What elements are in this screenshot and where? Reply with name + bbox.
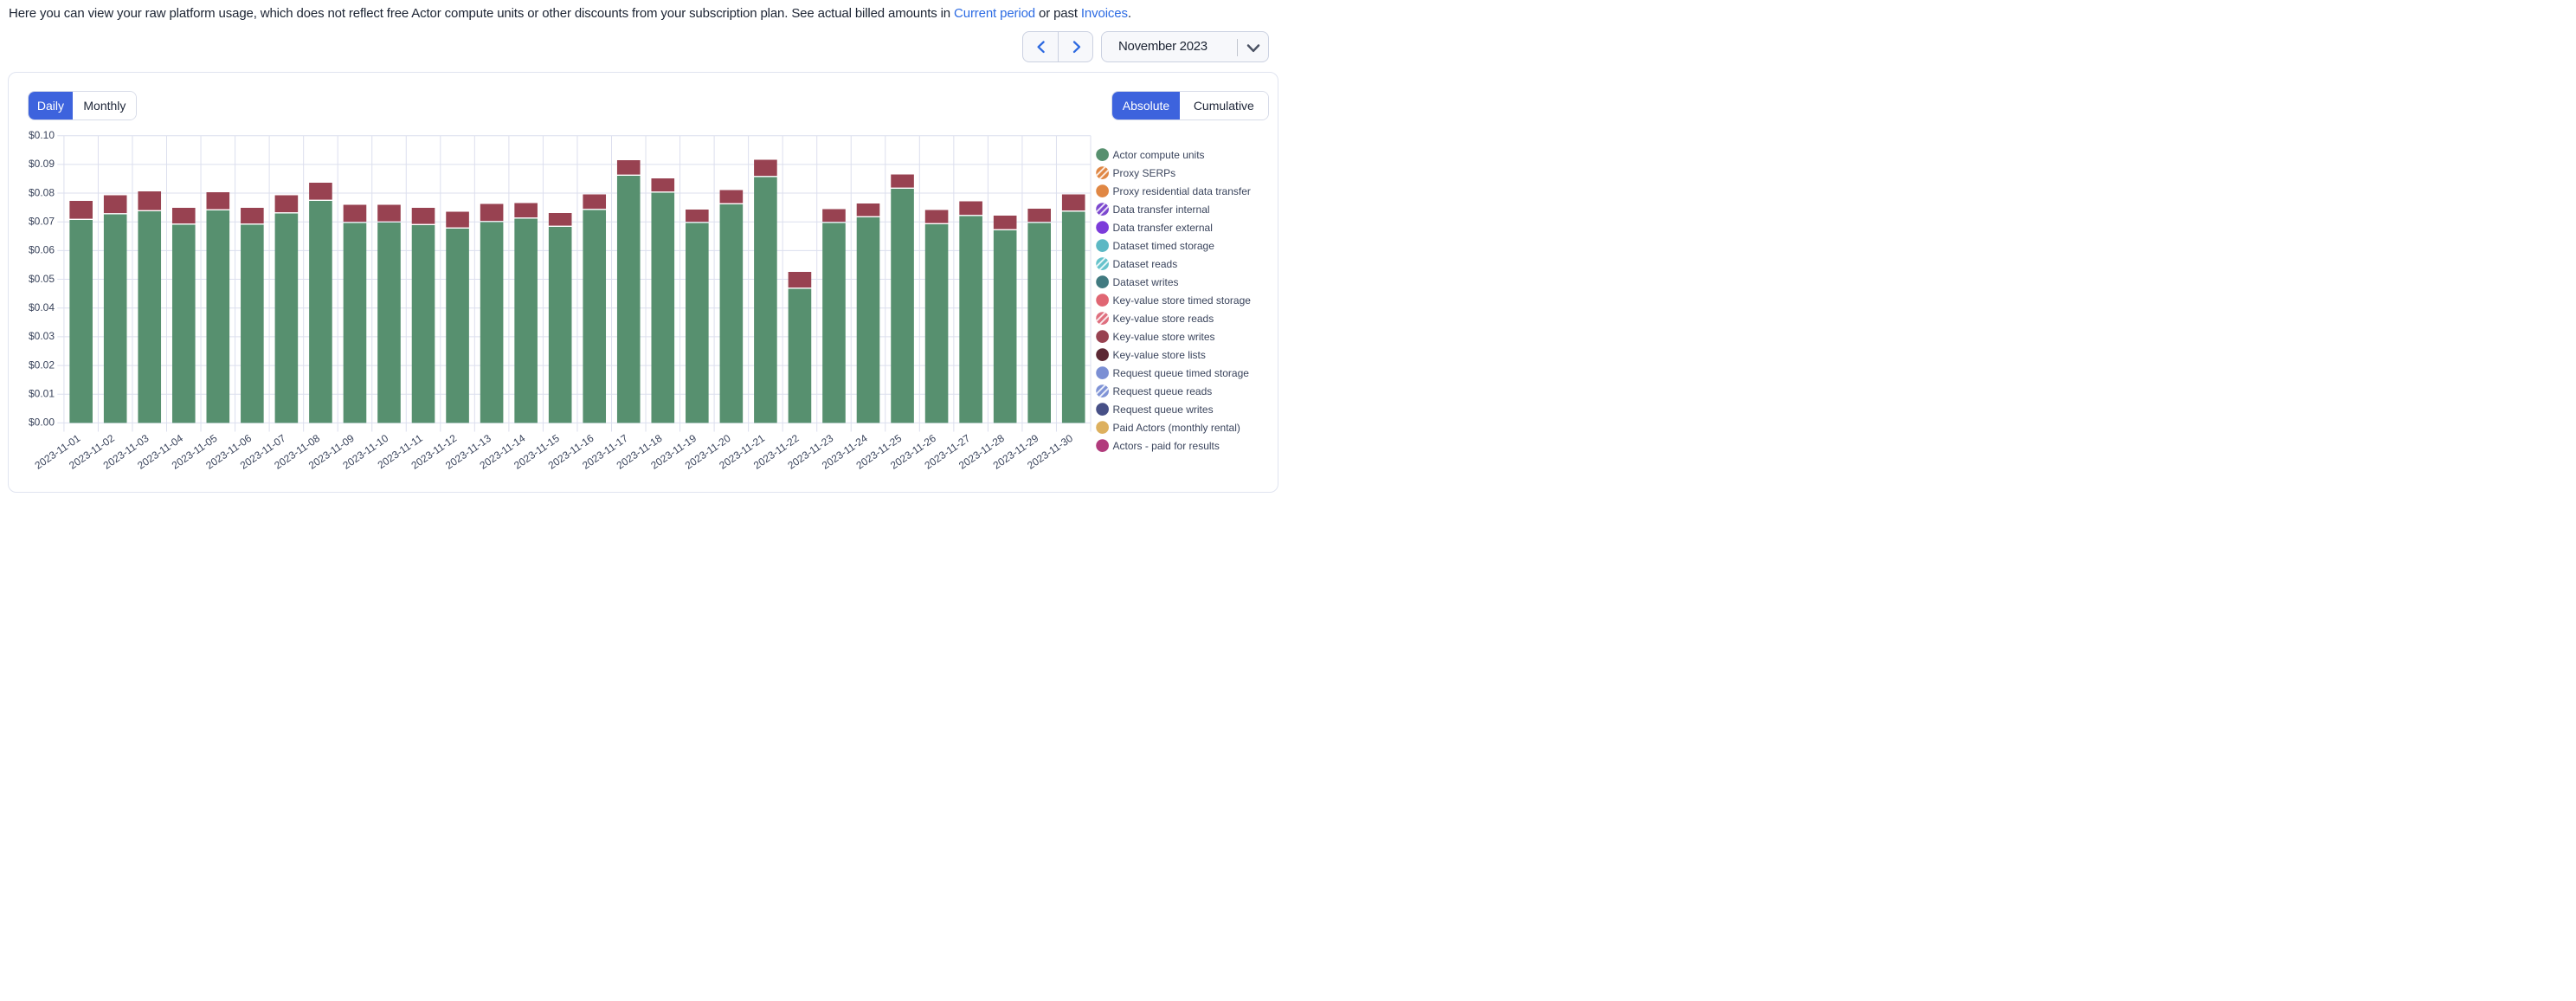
svg-text:Request queue writes: Request queue writes: [1113, 404, 1214, 416]
svg-text:Request queue timed storage: Request queue timed storage: [1113, 367, 1250, 379]
svg-text:$0.05: $0.05: [29, 273, 55, 285]
svg-text:$0.03: $0.03: [29, 330, 55, 342]
svg-text:Proxy SERPs: Proxy SERPs: [1113, 167, 1176, 179]
svg-text:$0.10: $0.10: [29, 129, 55, 141]
svg-text:Key-value store reads: Key-value store reads: [1113, 313, 1214, 325]
svg-text:$0.04: $0.04: [29, 301, 55, 313]
svg-text:$0.09: $0.09: [29, 158, 55, 170]
svg-text:Key-value store timed storage: Key-value store timed storage: [1113, 294, 1252, 307]
svg-text:$0.07: $0.07: [29, 216, 55, 228]
svg-text:Data transfer external: Data transfer external: [1113, 222, 1213, 234]
svg-text:$0.06: $0.06: [29, 244, 55, 256]
svg-text:Paid Actors (monthly rental): Paid Actors (monthly rental): [1113, 422, 1240, 434]
svg-text:Data transfer internal: Data transfer internal: [1113, 203, 1210, 216]
svg-text:Dataset reads: Dataset reads: [1113, 258, 1178, 270]
svg-text:$0.01: $0.01: [29, 388, 55, 400]
svg-text:$0.02: $0.02: [29, 358, 55, 371]
svg-text:$0.08: $0.08: [29, 186, 55, 198]
svg-text:$0.00: $0.00: [29, 417, 55, 429]
svg-text:Dataset timed storage: Dataset timed storage: [1113, 240, 1215, 252]
svg-text:Key-value store writes: Key-value store writes: [1113, 331, 1215, 343]
svg-text:Actor compute units: Actor compute units: [1113, 149, 1205, 161]
svg-text:Actors - paid for results: Actors - paid for results: [1113, 440, 1220, 452]
svg-text:Key-value store lists: Key-value store lists: [1113, 349, 1206, 361]
svg-text:Proxy residential data transfe: Proxy residential data transfer: [1113, 185, 1251, 197]
svg-text:Dataset writes: Dataset writes: [1113, 276, 1179, 288]
svg-text:Request queue reads: Request queue reads: [1113, 385, 1213, 397]
